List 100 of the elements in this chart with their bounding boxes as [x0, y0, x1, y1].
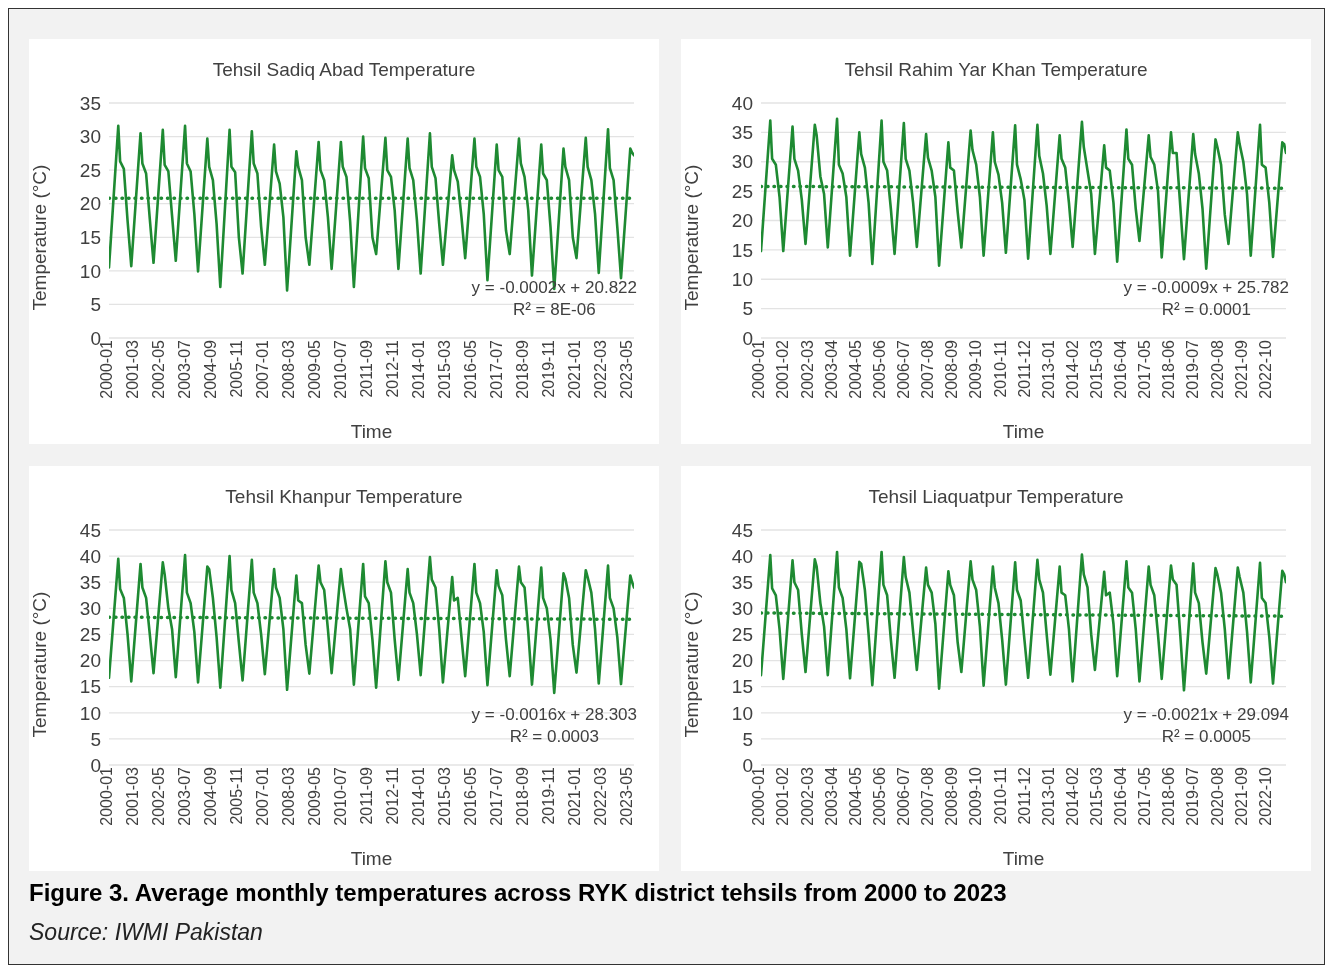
x-tick-label: 2010-11	[991, 766, 1009, 825]
x-tick-label: 2001-03	[124, 766, 142, 826]
y-tick-label: 0	[90, 754, 101, 776]
x-tick-label: 2001-02	[774, 766, 792, 826]
x-tick-label: 2015-03	[435, 766, 453, 826]
y-tick-label: 5	[90, 294, 101, 316]
y-tick-label: 5	[742, 728, 753, 750]
chart-title: Tehsil Khanpur Temperature	[224, 485, 464, 509]
x-tick-label: 2009-05	[306, 766, 324, 826]
y-tick-label: 5	[90, 728, 101, 750]
x-tick-label: 2004-09	[202, 766, 220, 826]
x-tick-label: 2008-09	[943, 766, 961, 826]
annotation: R² = 0.0005	[1160, 726, 1252, 748]
x-tick-label: 2003-04	[822, 339, 840, 399]
x-tick-label: 2019-07	[1184, 766, 1202, 826]
annotation: R² = 0.0003	[508, 726, 600, 748]
x-tick-label: 2017-07	[487, 339, 505, 399]
x-axis-title: Time	[350, 848, 393, 869]
x-tick-label: 2008-03	[280, 766, 298, 826]
x-tick-label: 2017-05	[1136, 766, 1154, 826]
y-tick-label: 35	[79, 92, 101, 114]
x-tick-label: 2006-07	[895, 766, 913, 826]
text: Figure 3. Average monthly temperatures across RYK district tehsils from 2000 to 2023	[29, 879, 1008, 907]
annotation: y = -0.0021x + 29.094	[1123, 704, 1289, 726]
y-tick-label: 25	[731, 624, 753, 646]
x-tick-label: 2005-06	[870, 766, 888, 826]
x-tick-label: 2014-02	[1063, 766, 1081, 826]
chart-title: Tehsil Liaquatpur Temperature	[867, 485, 1125, 509]
y-tick-label: 15	[731, 676, 753, 698]
y-axis-title: Temperature (°C)	[680, 591, 702, 738]
x-tick-label: 2015-03	[1087, 766, 1105, 826]
x-axis-title: Time	[1002, 421, 1045, 442]
y-tick-label: 30	[731, 598, 753, 620]
x-tick-label: 2010-07	[332, 339, 350, 399]
x-tick-label: 2004-09	[202, 339, 220, 399]
x-tick-label: 2007-01	[254, 339, 272, 399]
annotation: y = -0.0016x + 28.303	[471, 704, 637, 726]
y-tick-label: 45	[79, 519, 101, 541]
x-tick-label: 2003-07	[176, 339, 194, 399]
y-tick-label: 20	[79, 193, 101, 215]
annotation: y = -0.0002x + 20.822	[471, 277, 637, 299]
x-tick-label: 2023-05	[617, 339, 635, 399]
x-tick-label: 2007-01	[254, 766, 272, 826]
x-axis-title: Time	[1002, 848, 1045, 869]
y-tick-label: 35	[79, 571, 101, 593]
x-tick-label: 2002-05	[150, 766, 168, 826]
x-tick-label: 2005-06	[870, 339, 888, 399]
x-tick-label: 2001-03	[124, 339, 142, 399]
y-tick-label: 20	[79, 650, 101, 672]
y-tick-label: 15	[79, 676, 101, 698]
y-tick-label: 25	[731, 180, 753, 202]
x-axis-title: Time	[350, 421, 393, 442]
x-tick-label: 2002-05	[150, 339, 168, 399]
x-tick-label: 2009-05	[306, 339, 324, 399]
x-tick-label: 2015-03	[435, 339, 453, 399]
annotation: y = -0.0009x + 25.782	[1123, 277, 1289, 299]
x-tick-label: 2004-05	[846, 766, 864, 826]
chart-title: Tehsil Sadiq Abad Temperature	[211, 58, 477, 82]
x-tick-label: 2008-09	[943, 339, 961, 399]
x-tick-label: 2018-09	[513, 339, 531, 399]
line-series	[109, 553, 634, 695]
x-tick-label: 2023-05	[617, 766, 635, 826]
y-tick-label: 40	[79, 545, 101, 567]
y-tick-label: 0	[90, 327, 101, 349]
y-tick-label: 0	[742, 754, 753, 776]
chart-title: Tehsil Rahim Yar Khan Temperature	[843, 58, 1149, 82]
x-tick-label: 2020-08	[1208, 339, 1226, 399]
x-tick-label: 2016-05	[461, 766, 479, 826]
annotation: R² = 0.0001	[1160, 299, 1252, 321]
x-tick-label: 2009-10	[967, 339, 985, 399]
x-tick-label: 2010-07	[332, 766, 350, 826]
x-tick-label: 2008-03	[280, 339, 298, 399]
x-tick-label: 2002-03	[798, 766, 816, 826]
y-tick-label: 35	[731, 122, 753, 144]
x-tick-label: 2003-04	[822, 766, 840, 826]
x-tick-label: 2021-09	[1232, 339, 1250, 399]
x-tick-label: 2006-07	[895, 339, 913, 399]
y-tick-label: 30	[79, 598, 101, 620]
y-tick-label: 25	[79, 159, 101, 181]
x-tick-label: 2007-08	[919, 766, 937, 826]
x-tick-label: 2016-04	[1112, 339, 1130, 399]
x-tick-label: 2014-01	[410, 766, 428, 826]
x-tick-label: 2019-11	[539, 766, 557, 825]
annotation: R² = 8E-06	[511, 299, 597, 321]
y-tick-label: 10	[731, 702, 753, 724]
x-tick-label: 2022-10	[1256, 339, 1274, 399]
x-tick-label: 2011-09	[358, 339, 376, 398]
x-tick-label: 2005-11	[228, 766, 246, 825]
x-tick-label: 2020-08	[1208, 766, 1226, 826]
y-tick-label: 30	[79, 126, 101, 148]
y-axis-title: Temperature (°C)	[680, 164, 702, 311]
y-tick-label: 30	[731, 151, 753, 173]
y-tick-label: 20	[731, 210, 753, 232]
x-tick-label: 2014-01	[410, 339, 428, 399]
x-tick-label: 2018-06	[1160, 339, 1178, 399]
x-tick-label: 2003-07	[176, 766, 194, 826]
x-tick-label: 2018-09	[513, 766, 531, 826]
x-tick-label: 2016-05	[461, 339, 479, 399]
x-tick-label: 2012-11	[384, 766, 402, 825]
x-tick-label: 2011-12	[1015, 339, 1033, 398]
